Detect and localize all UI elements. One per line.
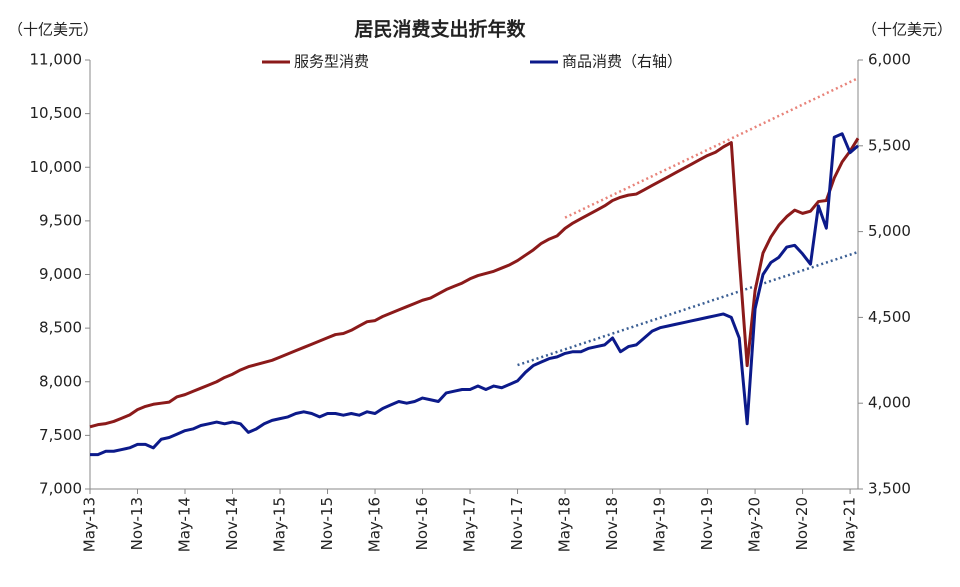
y2-axis-label: （十亿美元） [862,21,952,39]
y-axis-label: （十亿美元） [8,21,98,39]
x-tick-label: Nov-18 [603,497,621,550]
series-line [90,132,859,457]
x-tick-label: Nov-19 [698,497,716,550]
x-tick-label: May-18 [556,497,574,552]
chart-title: 居民消费支出折年数 [354,18,526,41]
x-tick-label: May-20 [746,497,764,552]
y-tick-label: 9,000 [39,265,82,283]
x-tick-label: May-14 [176,497,194,552]
y2-tick-label: 4,500 [868,308,911,326]
x-tick-label: May-19 [651,497,669,552]
x-tick-label: May-13 [81,497,99,552]
y2-tick-label: 6,000 [868,51,911,69]
y2-tick-label: 3,500 [868,480,911,498]
y-tick-label: 8,000 [39,372,82,390]
x-tick-label: May-16 [366,497,384,552]
legend-label: 服务型消费 [294,53,369,71]
x-tick-label: Nov-16 [413,497,431,550]
y-tick-label: 7,000 [39,480,82,498]
x-tick-label: Nov-17 [508,497,526,550]
y-tick-label: 7,500 [39,426,82,444]
x-tick-label: Nov-13 [128,497,146,550]
trend-line [517,250,859,367]
trend-line [564,77,859,219]
y-tick-label: 10,500 [30,104,83,122]
legend-label: 商品消费（右轴） [562,53,682,71]
y-tick-label: 11,000 [30,51,83,69]
x-tick-label: Nov-15 [318,497,336,550]
series-line [89,137,860,429]
y-tick-label: 10,000 [30,158,83,176]
x-tick-label: May-15 [271,497,289,552]
x-tick-label: Nov-14 [223,497,241,550]
y-tick-label: 8,500 [39,319,82,337]
x-tick-label: May-21 [841,497,859,552]
x-tick-label: Nov-20 [793,497,811,550]
y2-tick-label: 5,500 [868,136,911,154]
y-tick-label: 9,500 [39,211,82,229]
x-tick-label: May-17 [461,497,479,552]
y2-tick-label: 5,000 [868,222,911,240]
y2-tick-label: 4,000 [868,394,911,412]
